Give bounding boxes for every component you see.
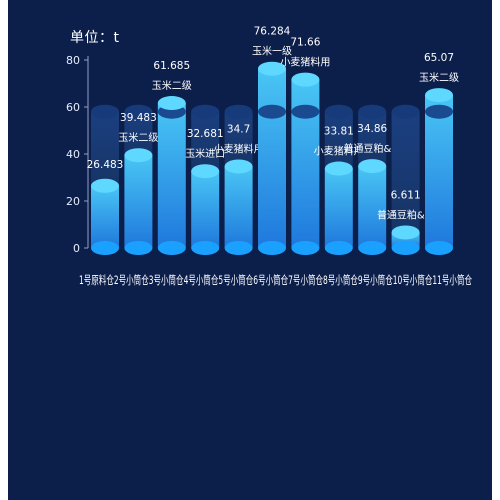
material-label: 小麦猪料用	[314, 145, 364, 158]
bar-body	[258, 68, 286, 248]
y-tick-label: 20	[66, 195, 80, 208]
bar-body	[191, 171, 220, 248]
bar-cap	[124, 148, 153, 163]
material-label: 普通豆粕&%	[377, 208, 434, 221]
bar-11号小筒仓: 65.07 玉米二级	[419, 52, 459, 255]
bar-9号小筒仓: 34.86 普通豆粕&%	[344, 104, 401, 255]
y-tick-label: 40	[66, 148, 80, 161]
bar-body	[157, 103, 186, 248]
capacity-top	[324, 104, 353, 119]
value-label: 71.66	[290, 37, 320, 49]
bar-8号小筒仓: 33.81 小麦猪料用	[314, 104, 364, 255]
bar-body	[324, 168, 353, 248]
bar-2号小筒仓: 39.483 玉米二级	[118, 104, 158, 255]
capacity-top	[358, 104, 387, 119]
material-label: 玉米二级	[419, 71, 459, 84]
bar-cap	[425, 88, 453, 103]
bar-4号小筒仓: 32.681 玉米进口	[185, 104, 225, 255]
capacity-top	[191, 104, 220, 119]
value-label: 26.483	[87, 159, 124, 171]
bar-bottom	[358, 241, 387, 255]
capacity-top	[224, 104, 253, 119]
bar-bottom	[391, 241, 420, 255]
value-label: 34.7	[227, 123, 250, 135]
bar-7号小筒仓: 71.66 小麦猪料用	[280, 37, 330, 255]
material-label: 玉米二级	[152, 79, 192, 92]
capacity-body	[324, 111, 353, 169]
bar-1号原料仓: 26.483	[87, 104, 124, 255]
value-label: 6.611	[391, 189, 421, 201]
bar-body	[358, 166, 387, 248]
bar-bottom	[291, 241, 320, 255]
capacity-ring	[258, 104, 286, 119]
bar-10号小筒仓: 6.611 普通豆粕&%	[377, 104, 434, 255]
capacity-body	[391, 111, 420, 233]
unit-label: 单位：t	[70, 30, 120, 46]
y-tick-label: 60	[66, 101, 80, 114]
bar-body	[91, 185, 119, 248]
capacity-body	[224, 111, 253, 167]
bar-6号小筒仓: 76.284 玉米一级	[252, 26, 292, 255]
material-label: 玉米进口	[185, 147, 225, 160]
bar-bottom	[157, 241, 186, 255]
bar-cap	[324, 161, 353, 176]
bar-cap	[224, 159, 253, 174]
material-label: 普通豆粕&%	[344, 142, 401, 155]
value-label: 39.483	[120, 112, 157, 124]
bar-cap	[157, 96, 186, 111]
capacity-top	[124, 104, 153, 119]
material-label: 小麦猪料用	[280, 56, 330, 69]
x-axis-labels: 1号原料仓2号小筒仓3号小筒仓4号小筒仓5号小筒仓6号小筒仓7号小筒仓8号小筒仓…	[79, 273, 472, 287]
bar-body	[425, 95, 453, 248]
bar-cap	[258, 61, 286, 76]
bar-cap	[91, 178, 119, 193]
bar-bottom	[124, 241, 153, 255]
bar-bottom	[425, 241, 453, 255]
bar-cap	[291, 72, 320, 87]
material-label: 玉米二级	[118, 131, 158, 144]
y-axis: 0 20 40 60 80	[66, 54, 89, 255]
capacity-body	[358, 111, 387, 167]
bar-body	[124, 155, 153, 248]
bar-cap	[391, 225, 420, 240]
bar-bottom	[258, 241, 286, 255]
bar-3号小筒仓: 61.685 玉米二级	[152, 60, 192, 255]
bars-group: 26.483 39.483 玉米二级 61.685 玉米二级 32.681 玉米进口34.7…	[87, 26, 459, 255]
capacity-body	[191, 111, 220, 172]
capacity-ring	[425, 104, 453, 119]
value-label: 34.86	[357, 123, 387, 135]
bar-cap	[191, 164, 220, 179]
capacity-body	[124, 111, 153, 156]
capacity-body	[91, 111, 119, 186]
capacity-top	[91, 104, 119, 119]
bar-bottom	[91, 241, 119, 255]
material-label: 小麦猪料用	[214, 142, 264, 155]
bar-body	[224, 166, 253, 248]
value-label: 76.284	[254, 26, 291, 38]
material-label: 玉米一级	[252, 45, 292, 58]
capacity-top	[391, 104, 420, 119]
value-label: 65.07	[424, 52, 454, 64]
bar-bottom	[324, 241, 353, 255]
bar-cap	[358, 159, 387, 174]
y-tick-label: 0	[73, 242, 80, 255]
value-label: 32.681	[187, 128, 224, 140]
value-label: 33.81	[324, 126, 354, 138]
capacity-ring	[291, 104, 320, 119]
bar-bottom	[224, 241, 253, 255]
y-tick-label: 80	[66, 54, 80, 67]
value-label: 61.685	[153, 60, 190, 72]
bar-5号小筒仓: 34.7 小麦猪料用	[214, 104, 264, 255]
bar-bottom	[191, 241, 220, 255]
